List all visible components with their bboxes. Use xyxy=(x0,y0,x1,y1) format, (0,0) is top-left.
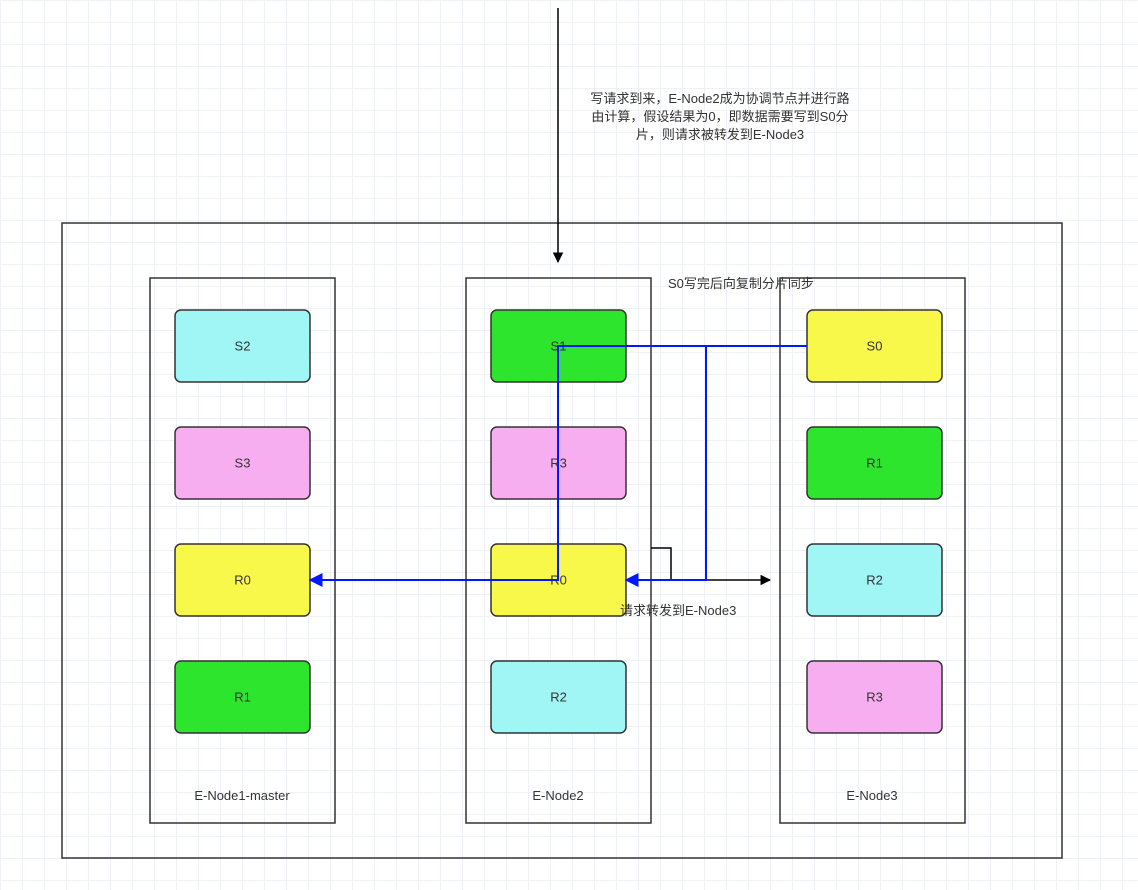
column-label-1: E-Node2 xyxy=(532,788,583,803)
node-label-n1-s2: S2 xyxy=(235,339,251,354)
caption-top-line3: 片，则请求被转发到E-Node3 xyxy=(560,126,880,144)
edge-e-forward xyxy=(651,548,770,580)
node-label-n3-s0: S0 xyxy=(867,339,883,354)
node-label-n3-r1: R1 xyxy=(866,456,883,471)
node-label-n1-r1: R1 xyxy=(234,690,251,705)
node-label-n2-r2: R2 xyxy=(550,690,567,705)
label-sync: S0写完后向复制分片同步 xyxy=(668,273,814,292)
caption-top-line2: 由计算，假设结果为0，即数据需要写到S0分 xyxy=(560,108,880,126)
caption-top-line1: 写请求到来，E-Node2成为协调节点并进行路 xyxy=(560,90,880,108)
label-forward: 请求转发到E-Node3 xyxy=(620,600,736,619)
node-label-n3-r2: R2 xyxy=(866,573,883,588)
edge-e-sync-r0-c2 xyxy=(626,346,706,580)
column-label-0: E-Node1-master xyxy=(194,788,290,803)
caption-top: 写请求到来，E-Node2成为协调节点并进行路 由计算，假设结果为0，即数据需要… xyxy=(560,90,880,144)
column-label-2: E-Node3 xyxy=(846,788,897,803)
node-label-n1-r0: R0 xyxy=(234,573,251,588)
node-label-n1-s3: S3 xyxy=(235,456,251,471)
node-label-n3-r3: R3 xyxy=(866,690,883,705)
